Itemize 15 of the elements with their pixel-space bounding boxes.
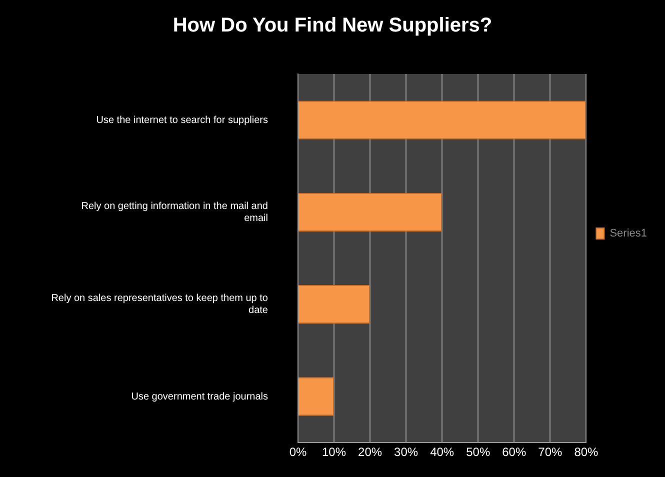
y-tick-label: Rely on getting information in the mail and email: [81, 200, 268, 224]
x-tick-label: 60%: [502, 445, 526, 460]
x-tick-label: 20%: [358, 445, 382, 460]
legend-label: Series1: [610, 228, 647, 240]
y-tick-label: Use government trade journals: [131, 391, 268, 402]
y-tick-label: Use the internet to search for suppliers: [96, 114, 268, 126]
x-tick-label: 10%: [322, 445, 346, 460]
x-tick-label: 50%: [466, 445, 490, 460]
x-tick-label: 40%: [430, 445, 454, 460]
chart-title: How Do You Find New Suppliers?: [172, 14, 492, 37]
x-tick-label: 80%: [574, 445, 599, 460]
y-tick-label: Rely on sales representatives to keep them up to date: [51, 293, 268, 316]
x-tick-label: 0%: [289, 445, 307, 460]
x-tick-label: 30%: [394, 445, 418, 460]
x-tick-label: 70%: [538, 445, 563, 460]
